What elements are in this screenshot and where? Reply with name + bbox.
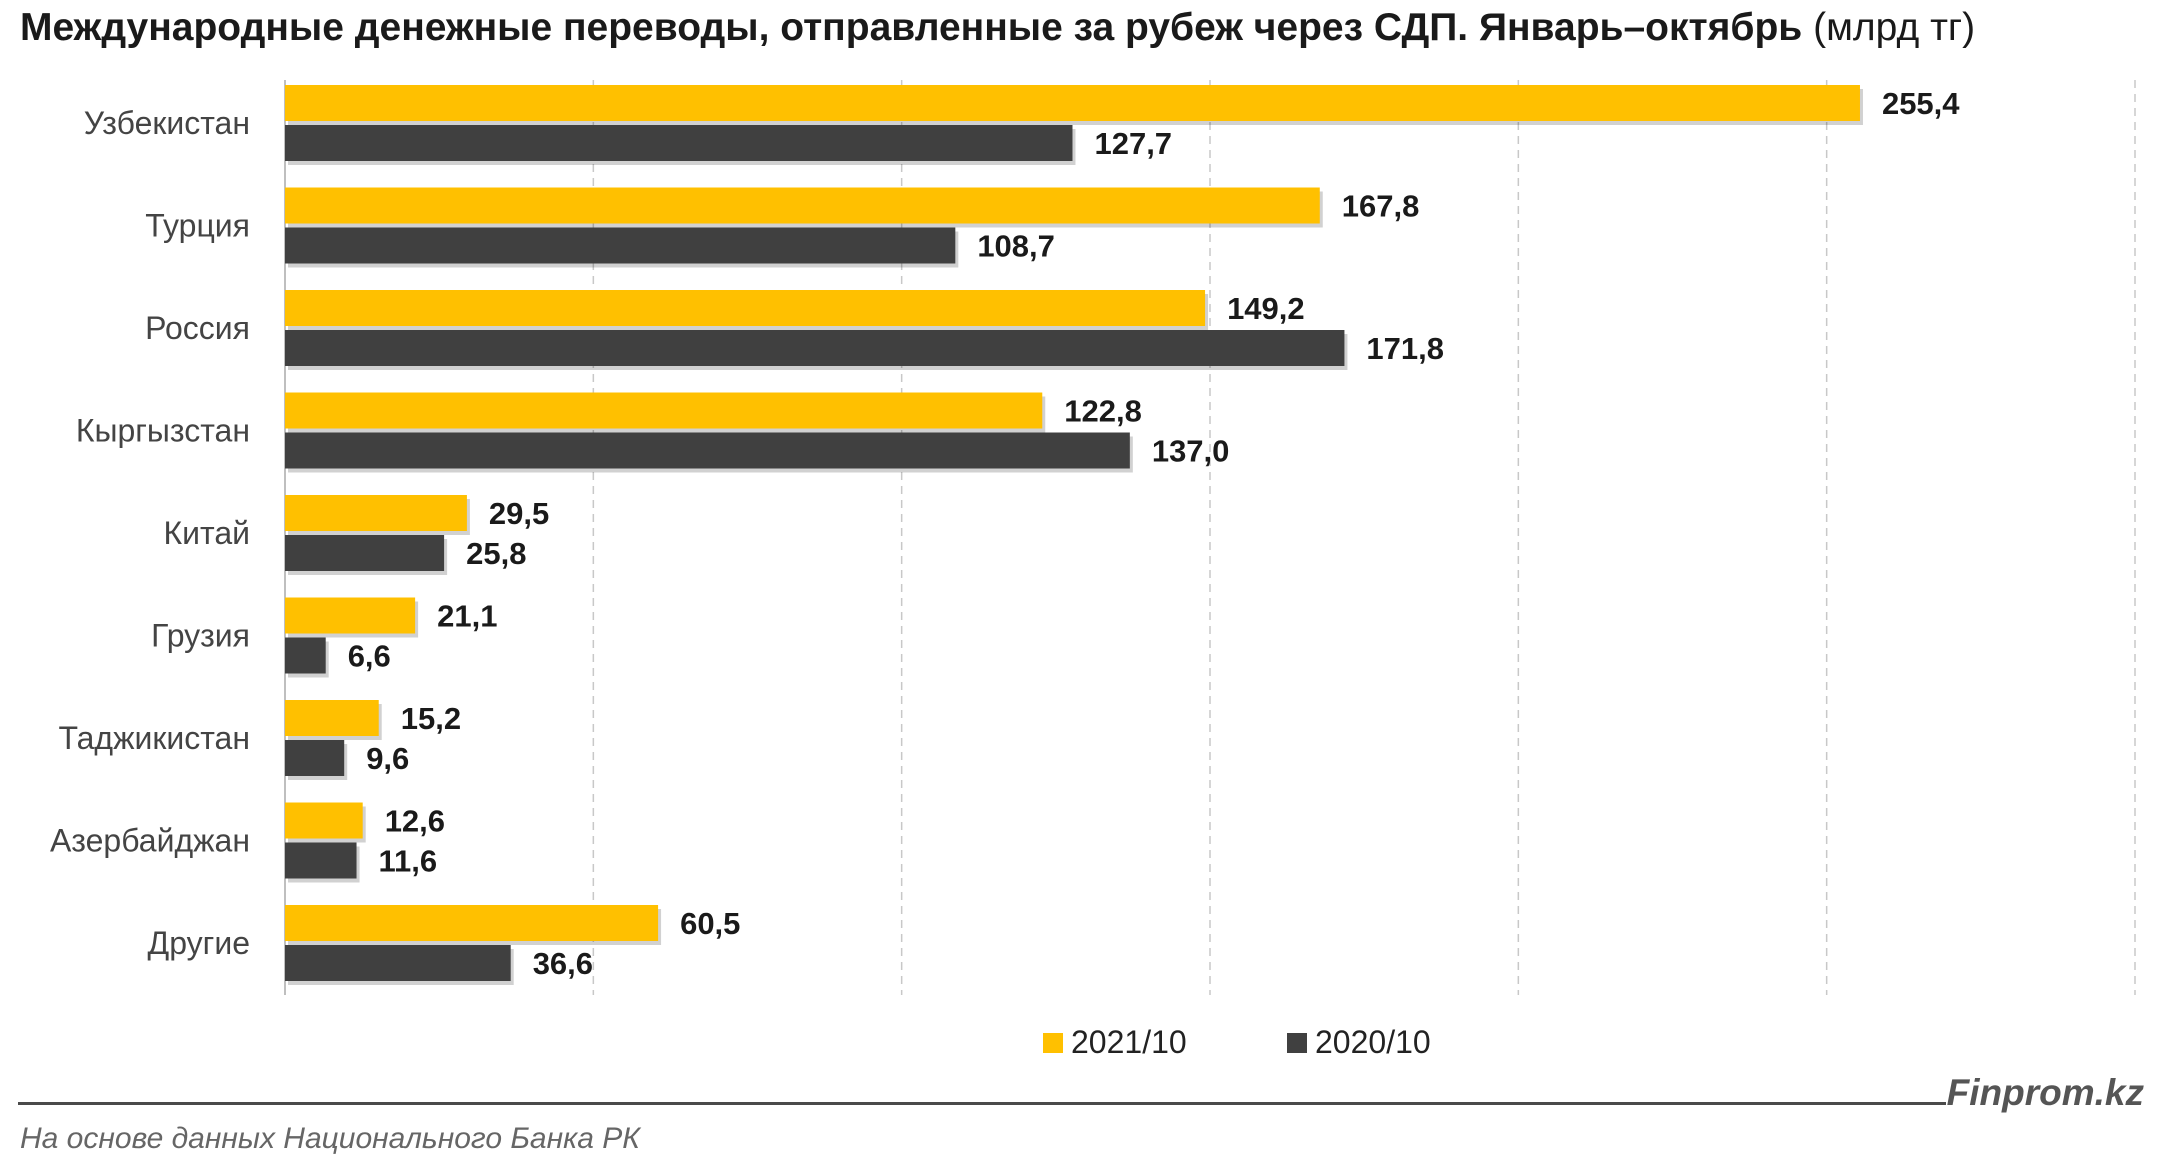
data-label: 137,0	[1152, 434, 1230, 469]
bar-chart: Узбекистан 255,4 127,7 Турция 167,8 108,7 Росс…	[50, 80, 2136, 1060]
brand-logo: Finprom.kz	[1946, 1072, 2144, 1113]
chart-title-unit: (млрд тг)	[1813, 6, 1976, 49]
bar-2020	[285, 535, 445, 571]
category-label: Азербайджан	[50, 823, 250, 859]
data-label: 171,8	[1366, 331, 1444, 366]
bars	[285, 85, 1863, 985]
data-label: 108,7	[977, 229, 1055, 264]
bar-2020	[285, 125, 1073, 161]
bar-2020	[285, 740, 345, 776]
legend-label: 2021/10	[1071, 1024, 1187, 1060]
bar-2021	[285, 495, 467, 531]
category-label: Таджикистан	[59, 720, 251, 756]
bar-2021	[285, 392, 1043, 429]
bar-2021	[285, 802, 363, 839]
bar-2020	[285, 637, 326, 674]
data-label: 36,6	[533, 946, 593, 981]
data-label: 29,5	[489, 496, 549, 531]
category-label: Грузия	[151, 618, 250, 654]
category-label: Турция	[145, 208, 250, 244]
category-label: Китай	[164, 515, 250, 551]
bar-2021	[285, 290, 1206, 326]
data-label: 25,8	[466, 536, 526, 571]
bar-2020	[285, 227, 956, 264]
data-label: 9,6	[366, 741, 409, 776]
bar-2021	[285, 597, 416, 634]
bar-2021	[285, 905, 659, 941]
legend-swatch	[1287, 1033, 1307, 1053]
bar-2020	[285, 842, 357, 879]
bar-2021	[285, 187, 1320, 224]
labels: Узбекистан 255,4 127,7 Турция 167,8 108,7 Росс…	[50, 86, 1960, 981]
legend-swatch	[1043, 1033, 1063, 1053]
category-label: Кыргызстан	[76, 413, 250, 449]
data-label: 6,6	[348, 639, 391, 674]
category-label: Другие	[148, 925, 250, 961]
data-label: 11,6	[379, 844, 438, 879]
data-label: 149,2	[1227, 291, 1305, 326]
data-label: 15,2	[401, 701, 461, 736]
data-label: 60,5	[680, 906, 740, 941]
legend-label: 2020/10	[1315, 1024, 1431, 1060]
bar-2020	[285, 432, 1130, 469]
bar-2021	[285, 700, 379, 736]
data-label: 122,8	[1064, 394, 1142, 429]
source-note: На основе данных Национального Банка РК	[20, 1122, 640, 1155]
chart-title-main: Международные денежные переводы, отправл…	[20, 6, 1803, 49]
category-label: Узбекистан	[84, 105, 250, 141]
data-label: 21,1	[437, 599, 497, 634]
legend: 2021/10 2020/10	[1043, 1024, 1431, 1060]
category-label: Россия	[145, 310, 250, 346]
data-label: 12,6	[385, 804, 445, 839]
bar-2021	[285, 85, 1860, 121]
chart-title: Международные денежные переводы, отправл…	[20, 6, 1975, 50]
data-label: 127,7	[1094, 126, 1172, 161]
bar-2020	[285, 330, 1345, 366]
bar-2020	[285, 945, 511, 981]
data-label: 167,8	[1342, 189, 1420, 224]
data-label: 255,4	[1882, 86, 1960, 121]
footer-divider	[18, 1102, 1946, 1105]
